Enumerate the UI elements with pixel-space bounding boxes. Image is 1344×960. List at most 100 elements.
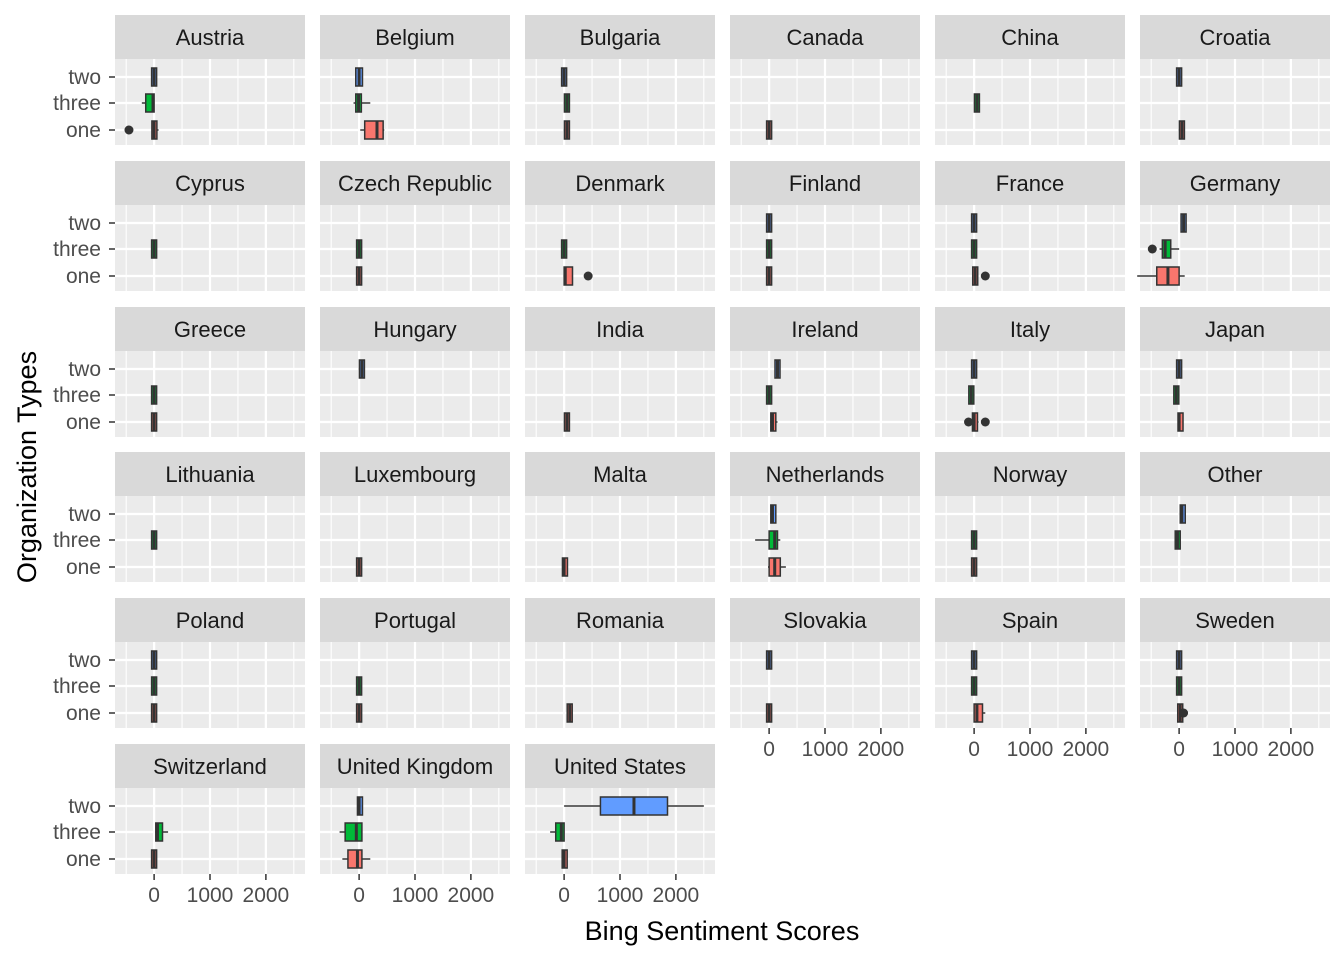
box-three xyxy=(150,239,158,259)
box-one xyxy=(1178,120,1186,140)
x-tick-label: 2000 xyxy=(1063,738,1110,761)
box-three xyxy=(353,93,371,113)
panel-united-kingdom: United Kingdom 0 1000 2000 xyxy=(320,744,510,907)
box-one xyxy=(566,703,573,723)
box-three xyxy=(1147,239,1180,259)
panel-china: China xyxy=(935,15,1125,145)
strip-canada xyxy=(730,15,920,59)
box-one xyxy=(124,120,159,140)
strip-germany xyxy=(1140,161,1330,205)
panel-finland: Finland xyxy=(730,161,920,291)
strip-label: China xyxy=(1001,25,1059,50)
strip-hungary xyxy=(320,307,510,351)
y-tick-label: two xyxy=(68,66,101,89)
outlier-point xyxy=(980,271,990,281)
outlier-point xyxy=(1147,244,1157,254)
strip-label: Bulgaria xyxy=(580,25,661,50)
box-one xyxy=(964,412,990,432)
box-two xyxy=(1180,213,1187,233)
strip-italy xyxy=(935,307,1125,351)
box-three xyxy=(1173,385,1180,405)
panel-croatia: Croatia xyxy=(1140,15,1330,145)
strip-france xyxy=(935,161,1125,205)
y-tick-label: one xyxy=(66,411,101,434)
box-two xyxy=(358,359,366,379)
strip-label: Czech Republic xyxy=(338,171,492,196)
y-tick-label: two xyxy=(68,649,101,672)
x-tick-label: 0 xyxy=(763,738,775,761)
box-two xyxy=(970,359,978,379)
strip-label: Canada xyxy=(786,25,864,50)
strip-label: Norway xyxy=(993,462,1068,487)
strip-label: France xyxy=(996,171,1064,196)
strip-ireland xyxy=(730,307,920,351)
outlier-point xyxy=(124,125,134,135)
y-tick-label: one xyxy=(66,702,101,725)
y-tick-label: three xyxy=(53,821,101,844)
strip-croatia xyxy=(1140,15,1330,59)
box-three xyxy=(970,676,978,696)
strip-malta xyxy=(525,452,715,496)
box-three xyxy=(150,530,158,550)
panel-switzerland: Switzerland one three two 0 1000 2000 xyxy=(53,744,305,907)
strip-label: United Kingdom xyxy=(337,754,494,779)
box-one xyxy=(765,266,773,286)
box-three xyxy=(755,530,781,550)
y-tick-label: one xyxy=(66,556,101,579)
box-two xyxy=(970,213,978,233)
outlier-point xyxy=(1179,708,1189,718)
x-tick-label: 2000 xyxy=(448,884,495,907)
panel-germany: Germany xyxy=(1137,161,1330,291)
strip-label: Luxembourg xyxy=(354,462,476,487)
y-tick-label: two xyxy=(68,358,101,381)
panel-czech-republic: Czech Republic xyxy=(320,161,510,291)
box-one xyxy=(768,557,786,577)
strip-label: Ireland xyxy=(791,317,858,342)
strip-label: Lithuania xyxy=(165,462,255,487)
strip-spain xyxy=(935,598,1125,642)
x-axis-title: Bing Sentiment Scores xyxy=(585,916,860,946)
y-axis-title: Organization Types xyxy=(12,351,42,583)
box-two xyxy=(774,359,781,379)
strip-label: Sweden xyxy=(1195,608,1275,633)
panel-spain: Spain 0 1000 2000 xyxy=(935,598,1125,761)
box-iqr xyxy=(344,822,363,842)
x-tick-label: 1000 xyxy=(392,884,439,907)
box-three xyxy=(141,93,155,113)
box-two xyxy=(765,213,773,233)
strip-label: Netherlands xyxy=(766,462,885,487)
box-one xyxy=(971,266,990,286)
outlier-point xyxy=(980,417,990,427)
box-one xyxy=(561,557,569,577)
box-two xyxy=(560,67,568,87)
strip-netherlands xyxy=(730,452,920,496)
y-tick-label: two xyxy=(68,212,101,235)
box-one xyxy=(1177,412,1184,432)
y-tick-label: three xyxy=(53,92,101,115)
box-one xyxy=(765,120,773,140)
strip-austria xyxy=(115,15,305,59)
x-tick-label: 2000 xyxy=(653,884,700,907)
panel-ireland: Ireland xyxy=(730,307,920,437)
panel-hungary: Hungary xyxy=(320,307,510,437)
box-three xyxy=(560,239,568,259)
strip-finland xyxy=(730,161,920,205)
panel-poland: Poland one three two xyxy=(53,598,305,728)
box-one xyxy=(1176,703,1189,723)
strip-united-kingdom xyxy=(320,744,510,788)
strip-cyprus xyxy=(115,161,305,205)
x-tick-label: 0 xyxy=(558,884,570,907)
outlier-point xyxy=(583,271,593,281)
strip-label: Finland xyxy=(789,171,861,196)
strip-switzerland xyxy=(115,744,305,788)
box-three xyxy=(968,385,975,405)
panel-greece: Greece one three two xyxy=(53,307,305,437)
y-tick-label: three xyxy=(53,675,101,698)
strip-label: Spain xyxy=(1002,608,1058,633)
panel-denmark: Denmark xyxy=(525,161,715,291)
panel-italy: Italy xyxy=(935,307,1125,437)
y-tick-label: one xyxy=(66,848,101,871)
box-two xyxy=(1175,359,1183,379)
box-one xyxy=(770,412,778,432)
